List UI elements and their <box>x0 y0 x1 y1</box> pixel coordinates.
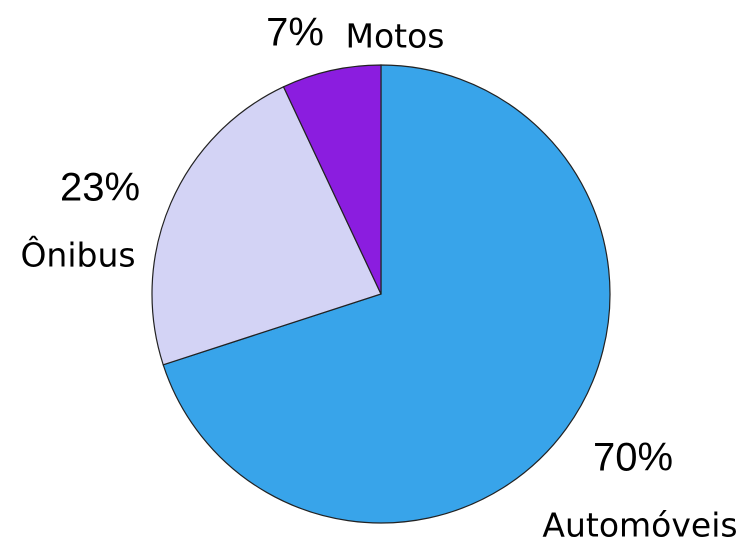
category-label: Automóveis <box>542 506 737 545</box>
pie-slice <box>282 64 382 295</box>
value-label: 7% <box>266 11 324 55</box>
category-label: Motos <box>346 17 445 56</box>
pie-slice <box>162 64 611 524</box>
category-label: Ônibus <box>20 235 135 275</box>
value-label: 23% <box>60 166 140 210</box>
pie-slice <box>151 85 382 366</box>
value-label: 70% <box>593 436 673 480</box>
